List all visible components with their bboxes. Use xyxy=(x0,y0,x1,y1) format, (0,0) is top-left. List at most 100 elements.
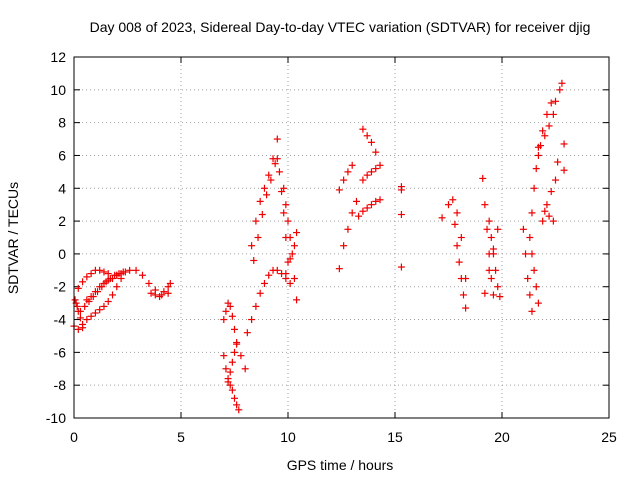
y-tick-label: 4 xyxy=(58,180,66,196)
data-point xyxy=(534,151,542,159)
data-point xyxy=(528,209,536,217)
data-point xyxy=(376,161,384,169)
data-point xyxy=(83,316,91,324)
data-point xyxy=(524,275,532,283)
data-point xyxy=(254,234,262,241)
data-point xyxy=(243,329,251,337)
data-point xyxy=(83,296,91,304)
data-point xyxy=(260,279,268,287)
data-points xyxy=(70,79,568,414)
data-point xyxy=(252,302,260,310)
data-point xyxy=(109,291,117,299)
data-point xyxy=(286,279,294,287)
y-tick-label: 2 xyxy=(58,213,66,229)
data-point xyxy=(226,368,234,376)
data-point xyxy=(397,263,405,271)
data-point xyxy=(348,209,356,217)
data-point xyxy=(275,168,283,176)
data-point xyxy=(87,293,95,301)
data-point xyxy=(263,191,271,199)
data-point xyxy=(547,188,555,196)
data-point xyxy=(530,184,538,192)
data-point xyxy=(494,225,502,233)
data-point xyxy=(293,229,301,237)
data-point xyxy=(397,211,405,219)
data-point xyxy=(104,270,112,278)
data-point xyxy=(539,217,547,225)
y-tick-label: -6 xyxy=(54,344,67,360)
data-point xyxy=(445,201,452,209)
data-point xyxy=(151,291,159,299)
data-point xyxy=(496,293,504,301)
data-point xyxy=(532,165,540,173)
data-point xyxy=(231,325,238,333)
y-tick-label: 8 xyxy=(58,115,66,131)
data-point xyxy=(258,211,266,219)
y-tick-label: 6 xyxy=(58,147,66,163)
data-point xyxy=(226,302,234,310)
data-point xyxy=(256,289,264,297)
data-point xyxy=(397,186,405,194)
data-point xyxy=(273,266,281,274)
data-point xyxy=(286,255,294,263)
x-tick-label: 5 xyxy=(177,429,185,445)
data-point xyxy=(489,291,497,299)
data-point xyxy=(126,266,134,274)
data-point xyxy=(282,270,290,278)
data-point xyxy=(558,79,566,87)
y-tick-label: -10 xyxy=(46,410,66,426)
data-point xyxy=(554,158,562,166)
data-point xyxy=(363,171,371,179)
data-point xyxy=(235,406,243,414)
data-point xyxy=(541,132,549,140)
data-point xyxy=(457,234,465,241)
data-point xyxy=(220,316,228,324)
x-tick-label: 15 xyxy=(387,429,403,445)
data-point xyxy=(237,352,245,360)
data-point xyxy=(91,309,99,317)
data-point xyxy=(248,242,256,250)
data-point xyxy=(543,110,551,118)
data-point xyxy=(271,160,279,168)
y-tick-label: -4 xyxy=(54,312,67,328)
data-point xyxy=(273,155,281,163)
x-axis-label: GPS time / hours xyxy=(287,457,394,473)
data-point xyxy=(530,266,538,274)
x-tick-label: 10 xyxy=(280,429,296,445)
data-point xyxy=(372,165,380,173)
data-point xyxy=(481,201,489,209)
data-point xyxy=(241,365,249,373)
data-point xyxy=(492,266,500,274)
data-point xyxy=(222,365,230,373)
data-point xyxy=(132,266,140,274)
data-point xyxy=(359,207,367,215)
data-point xyxy=(340,176,348,184)
data-point xyxy=(109,275,117,283)
data-point xyxy=(145,279,153,287)
data-point xyxy=(487,275,495,283)
data-point xyxy=(359,176,367,184)
data-point xyxy=(485,217,493,225)
data-point xyxy=(549,217,557,225)
data-point xyxy=(367,201,375,209)
data-point xyxy=(453,242,461,250)
data-point xyxy=(552,97,559,105)
data-point xyxy=(449,196,457,204)
data-point xyxy=(267,176,275,184)
data-point xyxy=(481,289,489,297)
data-point xyxy=(344,168,352,176)
data-point xyxy=(138,271,146,279)
data-point xyxy=(76,314,84,322)
data-point xyxy=(260,184,268,192)
data-point xyxy=(96,283,104,291)
data-point xyxy=(528,250,536,258)
data-point xyxy=(273,135,281,143)
grid-lines xyxy=(74,57,609,418)
data-point xyxy=(224,378,232,386)
data-point xyxy=(250,256,258,264)
data-point xyxy=(265,171,273,179)
data-point xyxy=(455,258,463,266)
data-point xyxy=(359,125,367,133)
data-point xyxy=(222,307,230,315)
